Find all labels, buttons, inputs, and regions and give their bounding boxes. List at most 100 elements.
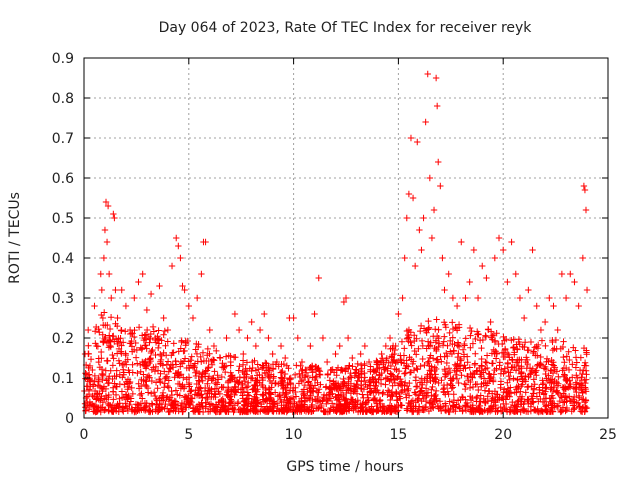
data-point — [569, 361, 576, 368]
data-point — [391, 379, 399, 387]
data-point — [109, 351, 116, 359]
data-point — [202, 238, 209, 246]
data-point — [218, 398, 225, 405]
data-point — [104, 202, 112, 210]
data-point — [399, 294, 406, 302]
data-point — [368, 406, 375, 414]
data-point — [112, 405, 119, 412]
data-point — [437, 182, 444, 190]
data-point — [277, 374, 285, 381]
data-point — [418, 246, 425, 254]
data-point — [297, 403, 305, 410]
data-point — [435, 379, 442, 387]
data-point — [473, 393, 481, 401]
data-point — [261, 310, 268, 318]
data-point — [501, 386, 508, 393]
data-point — [446, 329, 453, 337]
data-point — [446, 398, 453, 405]
data-point — [141, 381, 149, 389]
data-point — [132, 404, 139, 411]
data-point — [164, 358, 172, 365]
data-point — [99, 371, 107, 378]
data-point — [391, 346, 399, 354]
data-point — [273, 358, 281, 366]
data-point — [333, 366, 340, 374]
data-point — [575, 302, 582, 310]
data-point — [212, 408, 219, 416]
data-point — [134, 407, 141, 414]
data-point — [175, 407, 182, 415]
data-point — [122, 328, 129, 335]
data-point — [433, 356, 440, 364]
data-point — [309, 388, 316, 395]
data-point — [122, 400, 129, 407]
data-point — [140, 371, 147, 378]
data-point — [206, 326, 213, 334]
data-point — [564, 377, 571, 384]
data-point — [354, 377, 361, 384]
data-point — [193, 340, 200, 348]
data-point — [139, 345, 146, 352]
data-point — [514, 376, 521, 383]
data-point — [225, 352, 232, 359]
data-point — [216, 390, 224, 398]
data-point — [449, 325, 457, 333]
data-point — [104, 321, 111, 329]
data-point — [315, 274, 322, 282]
data-point — [407, 403, 414, 410]
data-point — [165, 384, 173, 391]
data-point — [417, 327, 424, 335]
data-point — [413, 335, 420, 342]
data-point — [475, 402, 483, 410]
data-point — [155, 407, 162, 415]
data-point — [430, 404, 437, 412]
data-point — [494, 408, 501, 415]
data-point — [530, 385, 538, 392]
data-point — [408, 342, 415, 349]
data-point — [428, 365, 435, 373]
data-point — [344, 334, 352, 342]
y-tick-label: 0.8 — [52, 91, 74, 107]
data-point — [515, 336, 523, 343]
data-point — [358, 365, 366, 372]
data-point — [279, 367, 286, 375]
data-point — [190, 408, 197, 415]
data-point — [280, 360, 288, 368]
data-point — [483, 274, 490, 282]
data-point — [225, 402, 232, 410]
data-point — [465, 377, 472, 384]
data-point — [537, 353, 544, 361]
data-point — [555, 373, 562, 380]
data-point — [482, 333, 490, 340]
data-point — [333, 400, 341, 408]
data-point — [573, 372, 580, 379]
data-point — [353, 390, 361, 397]
data-point — [177, 254, 184, 262]
data-point — [560, 390, 567, 397]
data-point — [148, 348, 155, 355]
data-point — [322, 384, 329, 391]
data-point — [301, 394, 309, 401]
data-point — [561, 371, 568, 378]
data-point — [466, 324, 474, 332]
data-point — [349, 363, 356, 370]
data-point — [434, 356, 441, 363]
data-point — [161, 327, 168, 335]
data-point — [283, 408, 290, 416]
data-point — [582, 388, 590, 395]
data-point — [241, 378, 249, 385]
data-point — [197, 353, 204, 361]
data-point — [305, 407, 313, 414]
data-point — [431, 398, 439, 406]
data-point — [435, 340, 443, 347]
data-point — [574, 374, 581, 382]
data-point — [126, 326, 134, 334]
data-point — [441, 406, 449, 414]
data-point — [168, 391, 176, 399]
data-point — [421, 404, 429, 411]
data-point — [292, 393, 300, 400]
data-point — [579, 370, 586, 378]
data-point — [263, 367, 270, 374]
data-point — [573, 381, 580, 388]
data-point — [444, 388, 451, 395]
